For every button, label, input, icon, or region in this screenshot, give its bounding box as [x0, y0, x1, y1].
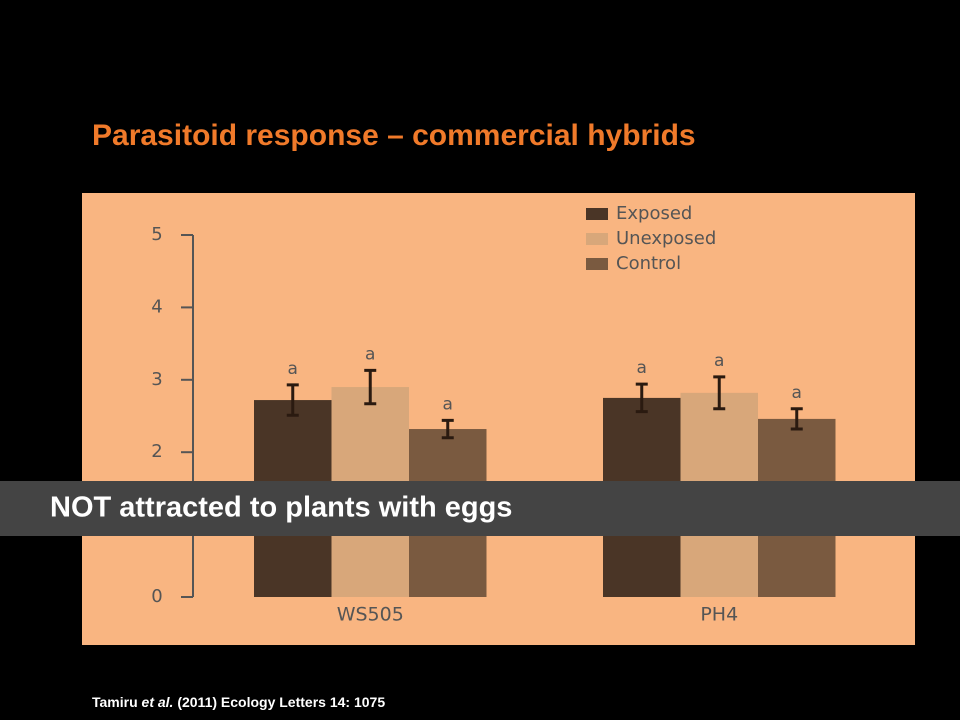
legend-swatch — [586, 258, 608, 270]
y-tick-label: 0 — [151, 586, 162, 607]
error-bar — [286, 383, 299, 417]
banner-background — [0, 481, 960, 536]
significance-letter: a — [365, 344, 375, 364]
significance-letter: a — [792, 383, 802, 403]
significance-letter: a — [288, 359, 298, 379]
error-bar — [635, 382, 648, 414]
y-tick-label: 2 — [151, 441, 162, 462]
significance-letter: a — [637, 358, 647, 378]
significance-letter: a — [443, 394, 453, 414]
error-bar — [441, 418, 454, 440]
citation: Tamiru et al. (2011) Ecology Letters 14:… — [92, 694, 385, 710]
legend-swatch — [586, 208, 608, 220]
legend-label: Exposed — [616, 203, 692, 224]
error-bar — [713, 375, 726, 411]
y-tick-label: 4 — [151, 296, 162, 317]
legend-label: Unexposed — [616, 228, 716, 249]
error-bar — [790, 407, 803, 431]
significance-letter: a — [714, 351, 724, 371]
y-tick-label: 3 — [151, 369, 162, 390]
citation-part: et al. — [142, 694, 174, 710]
citation-part: Tamiru — [92, 694, 142, 710]
error-bar — [364, 368, 377, 406]
citation-part: (2011) Ecology Letters 14: 1075 — [173, 694, 385, 710]
legend-label: Control — [616, 253, 681, 274]
slide-title: Parasitoid response – commercial hybrids — [92, 119, 696, 152]
x-tick-label: PH4 — [700, 604, 738, 626]
x-tick-label: WS505 — [337, 604, 404, 626]
y-tick-label: 5 — [151, 224, 162, 245]
banner-text: NOT attracted to plants with eggs — [50, 492, 512, 524]
legend-swatch — [586, 233, 608, 245]
